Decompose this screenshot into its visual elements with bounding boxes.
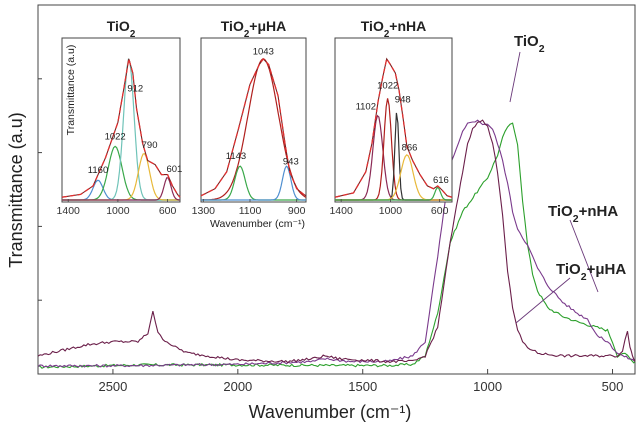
inset-title: TiO2	[107, 18, 136, 40]
fit-peak-4	[62, 177, 181, 201]
inset-tick-label: 900	[288, 205, 306, 217]
inset-tick-label: 1400	[57, 205, 81, 217]
inset-tick-label: 1400	[329, 205, 353, 217]
peak-label: 790	[142, 140, 158, 151]
series-line-1	[37, 119, 636, 368]
fit-peak-2	[201, 165, 306, 201]
x-axis-title: Wavenumber (cm⁻¹)	[249, 402, 412, 422]
fit-envelope	[61, 58, 181, 198]
peak-label: 948	[395, 95, 411, 106]
series-annotation-0: TiO2	[514, 33, 545, 55]
inset-title: TiO2+nHA	[361, 18, 426, 40]
series-line-0	[37, 122, 636, 369]
peak-label: 1022	[105, 131, 126, 142]
peak-label: 1102	[356, 102, 376, 113]
x-tick-label: 1500	[348, 379, 377, 394]
inset-title: TiO2+μHA	[221, 18, 287, 40]
main-axes-group: 2500 2000 1500 1000 500	[38, 78, 624, 394]
series-annotation-1: TiO2+nHA	[548, 203, 618, 225]
inset-frame	[61, 37, 181, 203]
peak-label: 1160	[88, 165, 108, 176]
peak-label: 866	[402, 143, 418, 154]
peak-label: 912	[127, 83, 143, 94]
x-tick-label: 1000	[473, 379, 502, 394]
inset-panel-1: TiO2+μHA 1043 1143 943 1300 1100 900Wavenumber…	[192, 18, 307, 230]
peak-label: 943	[283, 157, 299, 168]
plot-frame	[37, 4, 636, 375]
annotation-pointer	[515, 277, 571, 324]
series-line-2	[37, 119, 636, 364]
main-annotations-group: TiO2 TiO2+nHA TiO2+μHA	[509, 33, 626, 324]
fit-envelope	[334, 57, 453, 198]
fit-envelope	[200, 57, 307, 197]
inset-frame	[200, 37, 307, 203]
inset-y-axis-title: Transmittance (a.u)	[65, 45, 77, 136]
inset-panel-0: TiO2 912 1022 1160 790 601 1400 1000 600 Transmit…	[57, 18, 183, 217]
inset-tick-label: 600	[159, 205, 177, 217]
peak-label: 601	[166, 164, 182, 175]
peak-label: 1043	[253, 47, 274, 58]
x-tick-label: 500	[602, 379, 624, 394]
inset-tick-label: 1000	[106, 205, 130, 217]
fit-peak-4	[335, 186, 452, 201]
peak-label: 1143	[226, 151, 246, 162]
annotation-pointer	[509, 51, 521, 103]
y-axis-title: Transmittance (a.u)	[6, 112, 26, 267]
main-series-group	[37, 119, 636, 369]
peak-label: 1022	[377, 81, 398, 92]
inset-x-axis-title: Wavenumber (cm⁻¹)	[210, 218, 305, 230]
series-annotation-2: TiO2+μHA	[556, 261, 626, 283]
inset-tick-label: 1300	[192, 205, 216, 217]
annotation-pointer	[569, 219, 599, 293]
x-tick-label: 2000	[223, 379, 252, 394]
inset-tick-label: 1100	[239, 205, 262, 217]
inset-tick-label: 1000	[379, 205, 403, 217]
peak-label: 616	[433, 175, 449, 186]
inset-tick-label: 600	[431, 205, 449, 217]
insets-group: TiO2 912 1022 1160 790 601 1400 1000 600 Transmit…	[57, 18, 453, 230]
x-tick-label: 2500	[98, 379, 127, 394]
